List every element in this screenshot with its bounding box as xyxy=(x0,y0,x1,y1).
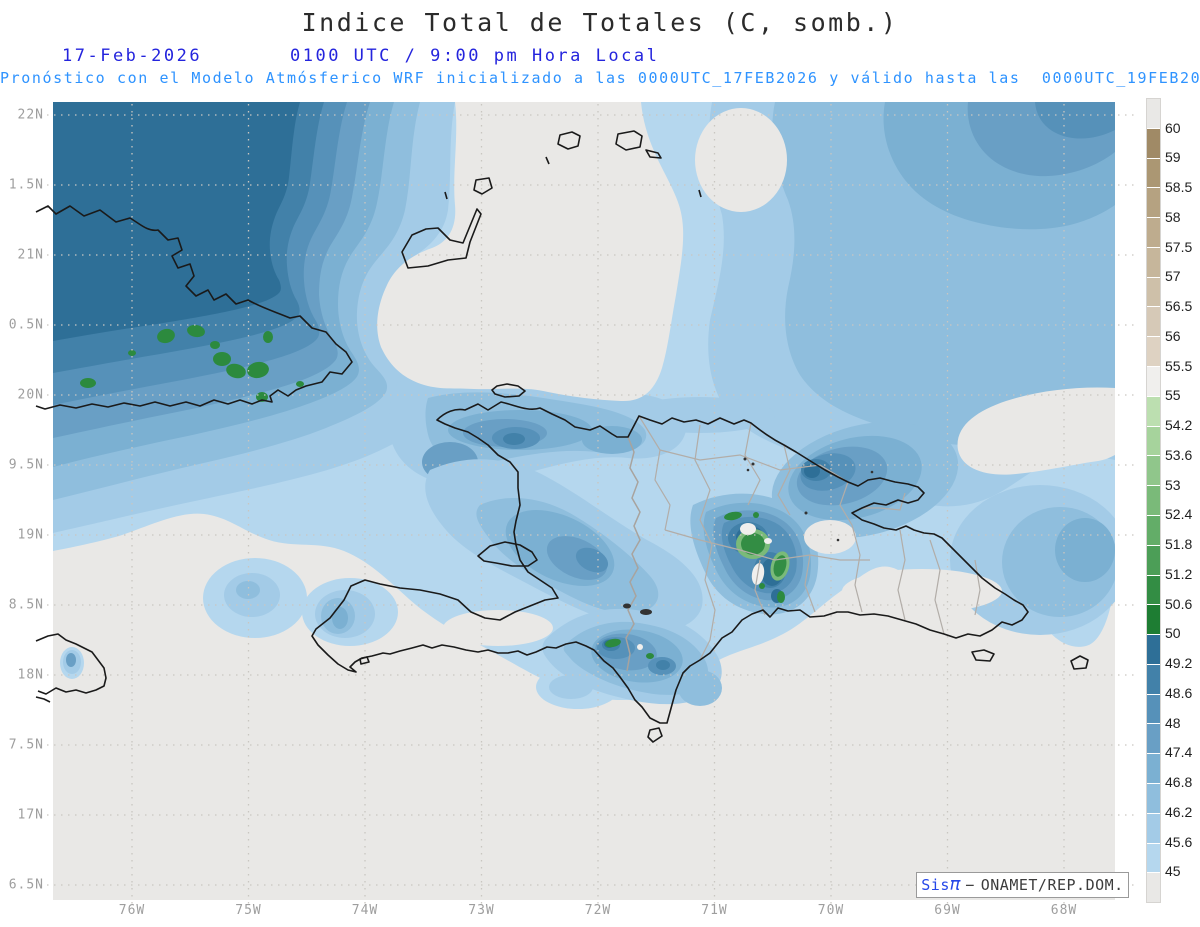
colorbar-segment xyxy=(1147,337,1160,368)
colorbar-segment xyxy=(1147,456,1160,487)
colorbar-tick-label: 52.4 xyxy=(1165,506,1193,523)
colorbar-tick-label: 56.5 xyxy=(1165,298,1193,315)
colorbar-tick-label: 56 xyxy=(1165,327,1181,344)
colorbar-segment xyxy=(1147,783,1160,814)
colorbar-segment xyxy=(1147,486,1160,516)
forecast-time: 0100 UTC / 9:00 pm Hora Local xyxy=(290,46,660,66)
colorbar-tick-label: 53.6 xyxy=(1165,446,1193,463)
colorbar-tick-label: 53 xyxy=(1165,476,1181,493)
colorbar-segment xyxy=(1147,218,1160,248)
forecast-date: 17-Feb-2026 xyxy=(62,46,203,66)
map-detail-dots xyxy=(623,457,874,615)
watermark-separator: − xyxy=(965,876,975,894)
colorbar-tick-label: 57 xyxy=(1165,268,1181,285)
y-axis-label: 6.5N xyxy=(8,877,44,893)
colorbar-tick-label: 58.5 xyxy=(1165,179,1193,196)
colorbar-segment xyxy=(1147,873,1160,903)
colorbar-tick-label: 51.8 xyxy=(1165,536,1193,553)
colorbar-segment xyxy=(1147,575,1160,606)
colorbar-tick-label: 59 xyxy=(1165,149,1181,166)
colorbar-tick-label: 46.8 xyxy=(1165,774,1193,791)
colorbar-segment xyxy=(1147,277,1160,308)
watermark-badge: Sis π − ONAMET/REP.DOM. xyxy=(916,872,1129,898)
y-axis-label: 21N xyxy=(17,247,44,263)
colorbar-tick-label: 49.2 xyxy=(1165,655,1193,672)
y-axis-label: 8.5N xyxy=(8,597,44,613)
pi-symbol: π xyxy=(949,874,962,895)
x-axis-label: 74W xyxy=(351,903,379,918)
colorbar-segment xyxy=(1147,367,1160,397)
x-axis-label: 73W xyxy=(468,903,495,918)
x-axis-label: 72W xyxy=(584,903,612,918)
colorbar-segment xyxy=(1147,605,1160,636)
colorbar-segment xyxy=(1147,396,1160,427)
colorbar-segment xyxy=(1147,545,1160,576)
x-axis-label: 69W xyxy=(934,903,961,918)
colorbar xyxy=(1146,98,1161,903)
colorbar-tick-label: 57.5 xyxy=(1165,238,1193,255)
y-axis-label: 0.5N xyxy=(8,317,44,333)
colorbar-segment xyxy=(1147,99,1160,129)
page-title: Indice Total de Totales (C, somb.) xyxy=(301,8,899,37)
colorbar-tick-label: 45 xyxy=(1165,863,1181,880)
watermark-brand: Sis xyxy=(921,876,950,894)
colorbar-segment xyxy=(1147,724,1160,755)
x-axis-label: 75W xyxy=(235,903,262,918)
colorbar-tick-label: 51.2 xyxy=(1165,565,1193,582)
colorbar-tick-label: 45.6 xyxy=(1165,833,1193,850)
colorbar-segment xyxy=(1147,128,1160,159)
x-axis-label: 76W xyxy=(118,903,146,918)
colorbar-segment xyxy=(1147,307,1160,338)
colorbar-tick-label: 48 xyxy=(1165,714,1181,731)
colorbar-segment xyxy=(1147,426,1160,457)
colorbar-segment xyxy=(1147,158,1160,189)
colorbar-segment xyxy=(1147,843,1160,874)
colorbar-tick-label: 46.2 xyxy=(1165,803,1193,820)
colorbar-segment xyxy=(1147,694,1160,725)
coastlines xyxy=(35,130,1089,743)
province-borders xyxy=(625,415,981,672)
y-axis-label: 22N xyxy=(17,107,44,123)
y-axis-label: 20N xyxy=(17,387,44,403)
colorbar-segment xyxy=(1147,515,1160,546)
colorbar-segment xyxy=(1147,247,1160,278)
x-axis-label: 70W xyxy=(817,903,845,918)
grid-lines xyxy=(40,104,1138,904)
y-axis-label: 9.5N xyxy=(8,457,44,473)
colorbar-segment xyxy=(1147,188,1160,219)
colorbar-tick-label: 47.4 xyxy=(1165,744,1193,761)
forecast-note: Pronóstico con el Modelo Atmósferico WRF… xyxy=(0,69,1200,87)
colorbar-tick-label: 60 xyxy=(1165,119,1181,136)
colorbar-tick-label: 48.6 xyxy=(1165,684,1193,701)
colorbar-tick-label: 50.6 xyxy=(1165,595,1193,612)
x-axis-label: 71W xyxy=(701,903,728,918)
x-axis-label: 68W xyxy=(1050,903,1078,918)
colorbar-tick-label: 50 xyxy=(1165,625,1181,642)
colorbar-tick-label: 54.2 xyxy=(1165,417,1193,434)
colorbar-tick-label: 55.5 xyxy=(1165,357,1193,374)
colorbar-tick-label: 58 xyxy=(1165,208,1181,225)
y-axis-label: 17N xyxy=(17,807,44,823)
colorbar-segment xyxy=(1147,813,1160,844)
colorbar-segment xyxy=(1147,754,1160,784)
watermark-org: ONAMET/REP.DOM. xyxy=(980,876,1124,894)
y-axis-label: 18N xyxy=(17,667,44,683)
colorbar-tick-label: 55 xyxy=(1165,387,1181,404)
colorbar-segment xyxy=(1147,664,1160,695)
colorbar-segment xyxy=(1147,635,1160,665)
y-axis-label: 7.5N xyxy=(8,737,44,753)
y-axis-label: 19N xyxy=(17,527,44,543)
y-axis-label: 1.5N xyxy=(8,177,44,193)
